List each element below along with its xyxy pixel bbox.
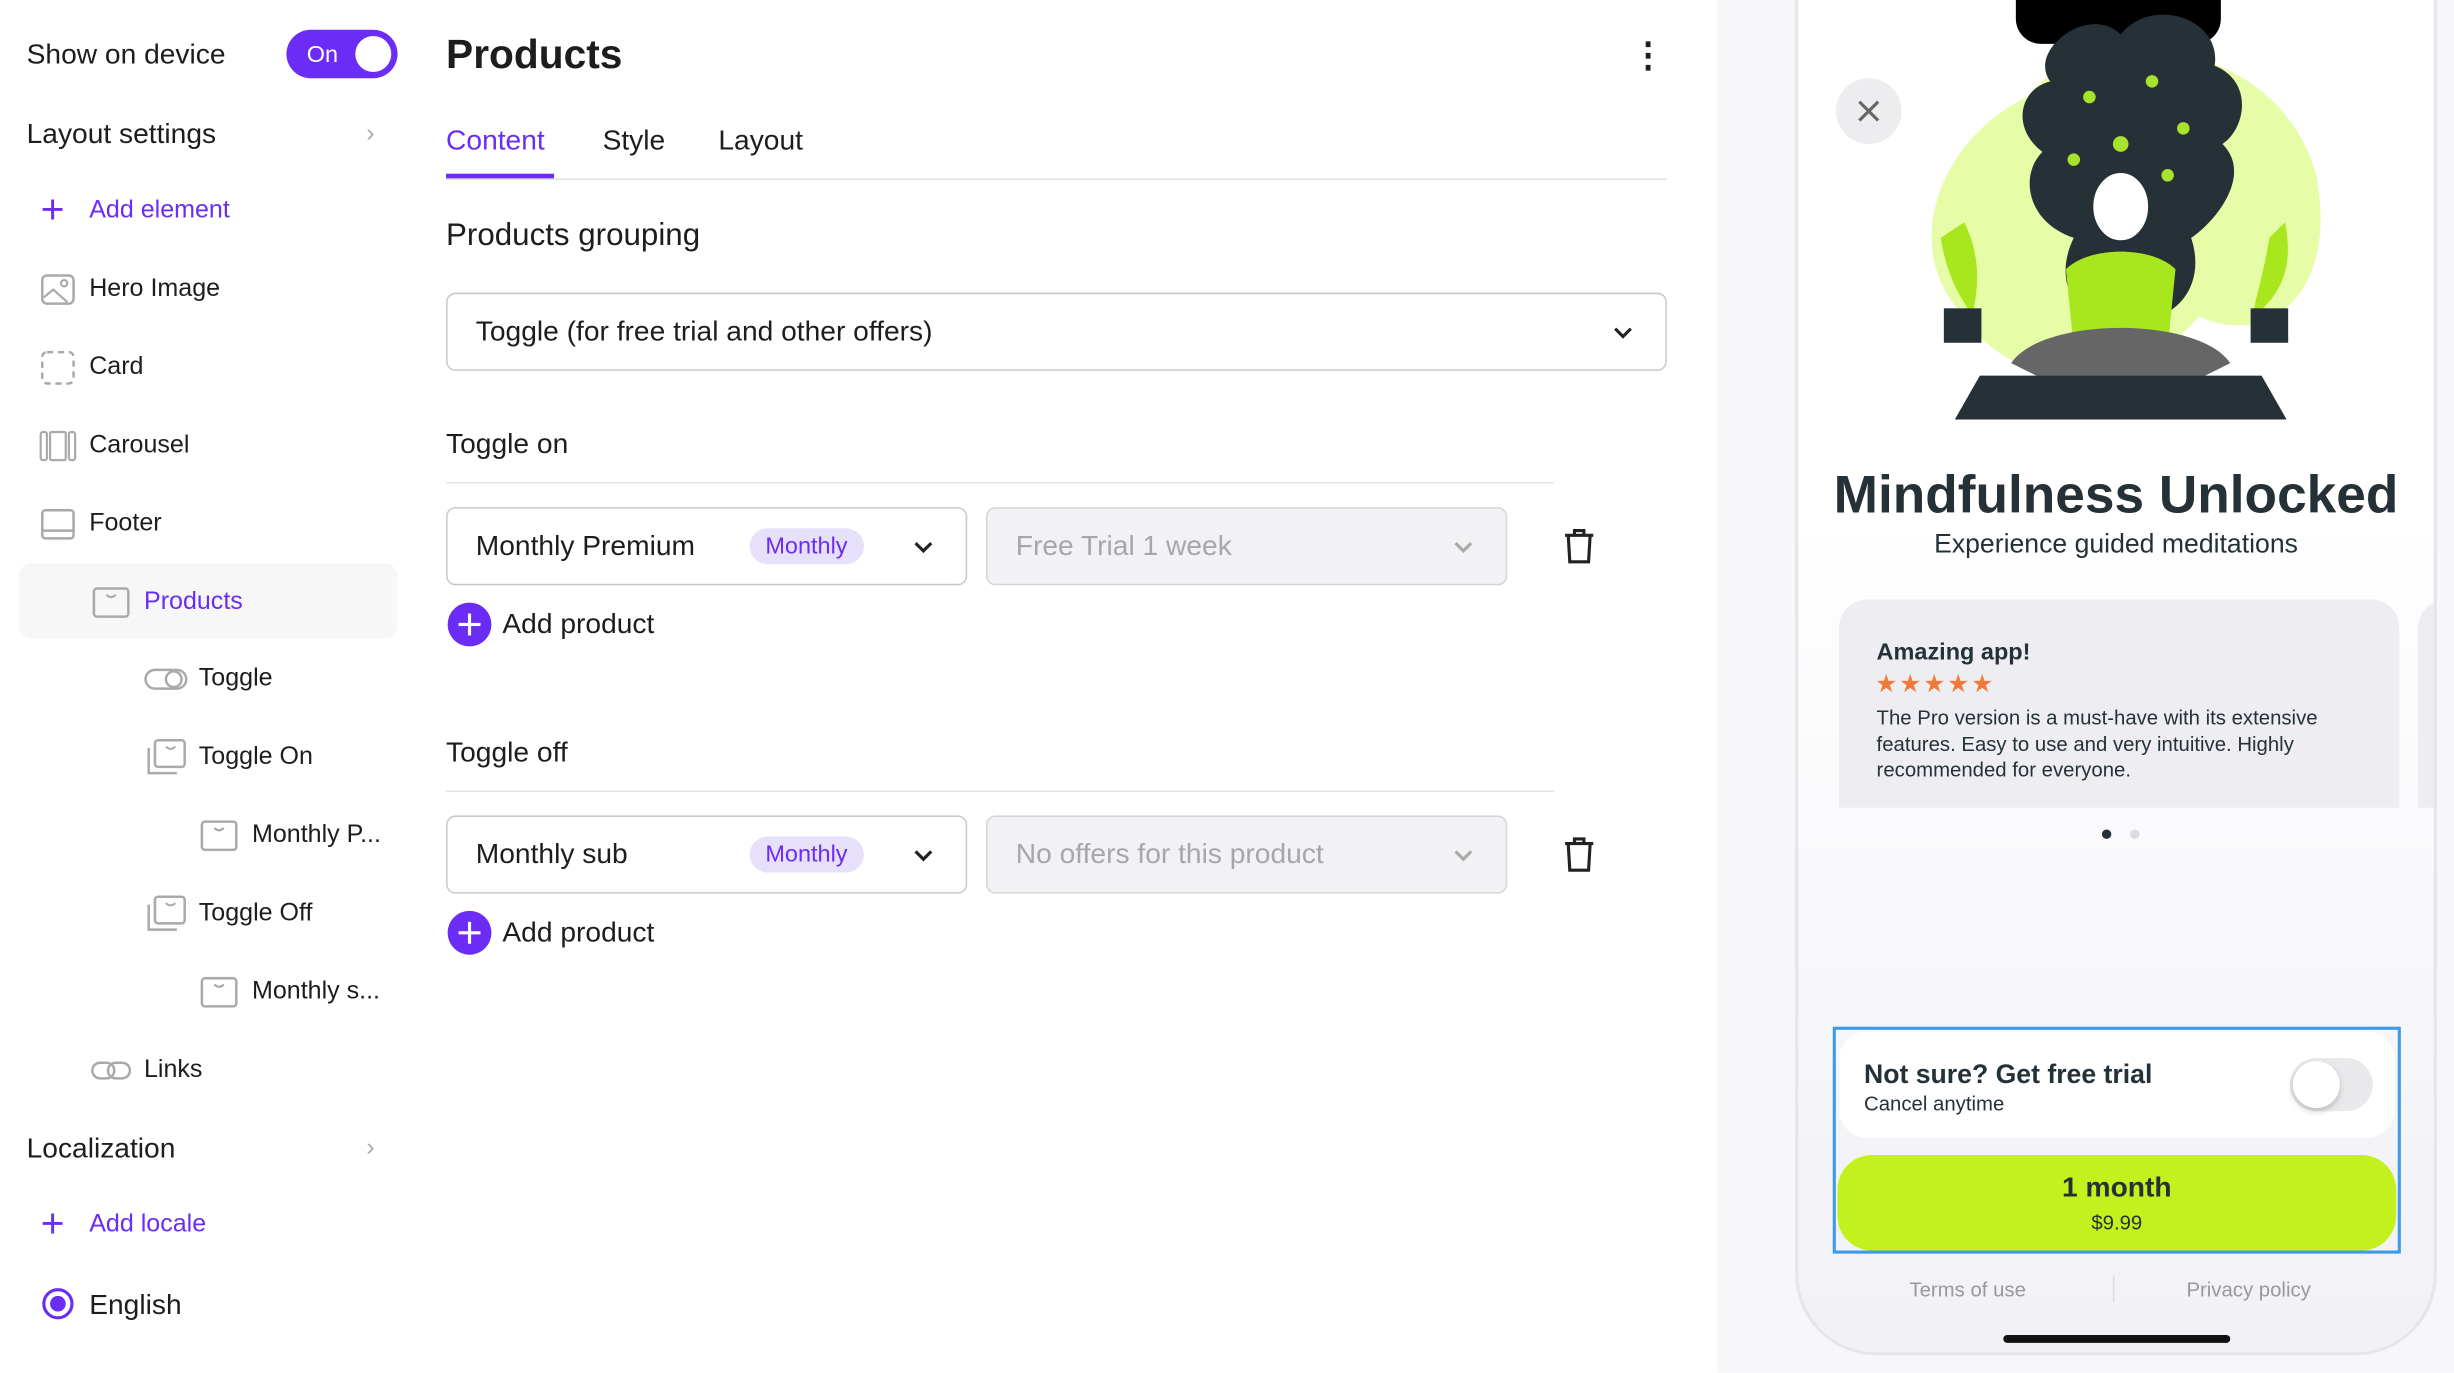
footer-divider xyxy=(2112,1275,2115,1303)
add-product-button-on[interactable]: Add product xyxy=(502,608,655,640)
review-text: The Pro version is a must-have with its … xyxy=(1876,705,2318,781)
free-trial-switch[interactable] xyxy=(2289,1058,2373,1112)
period-badge: Monthly xyxy=(749,836,864,873)
active-tab-indicator xyxy=(446,173,555,179)
sidebar-item-products[interactable] xyxy=(18,563,398,639)
paywall-title: Mindfulness Unlocked xyxy=(1833,465,2399,526)
add-locale-button[interactable]: Add locale xyxy=(89,1211,207,1238)
chevron-right-icon[interactable]: › xyxy=(366,1134,375,1162)
toggle-on-heading: Toggle on xyxy=(446,428,569,460)
chevron-down-icon xyxy=(914,541,933,554)
status-time: 2:29 xyxy=(1895,3,1949,33)
plus-icon: + xyxy=(40,185,65,233)
period-badge: Monthly xyxy=(749,528,864,565)
offer-value: Free Trial 1 week xyxy=(1015,529,1232,562)
chevron-right-icon[interactable]: › xyxy=(366,120,375,148)
plan-price: $9.99 xyxy=(2091,1210,2143,1235)
sidebar-item-carousel[interactable]: Carousel xyxy=(89,431,190,459)
phone-frame: 2:29 Mindfulness Unlocked Experience gui… xyxy=(1795,0,2437,1356)
trash-icon[interactable] xyxy=(1564,836,1595,874)
close-button[interactable] xyxy=(1835,78,1902,144)
toggle-off-heading: Toggle off xyxy=(446,736,568,768)
add-product-icon[interactable] xyxy=(447,602,492,647)
trial-title: Not sure? Get free trial xyxy=(1864,1059,2153,1090)
home-indicator xyxy=(2003,1335,2231,1343)
select-value: Toggle (for free trial and other offers) xyxy=(475,315,933,347)
divider xyxy=(446,790,1555,792)
preview-panel: 2:29 Mindfulness Unlocked Experience gui… xyxy=(1716,0,2454,1373)
next-review-card xyxy=(2418,599,2434,808)
sidebar-item-toggle[interactable]: Toggle xyxy=(198,665,273,692)
layout-settings[interactable]: Layout settings xyxy=(26,118,217,150)
product-name: Monthly Premium xyxy=(475,529,695,562)
more-options-icon[interactable]: ⋮ xyxy=(1630,35,1666,75)
tab-layout[interactable]: Layout xyxy=(718,124,803,156)
page-title: Products xyxy=(446,30,623,78)
paywall-subtitle: Experience guided meditations xyxy=(1934,529,2298,559)
privacy-link[interactable]: Privacy policy xyxy=(2186,1277,2311,1302)
trash-icon[interactable] xyxy=(1564,527,1595,565)
product-select-toggle-on[interactable]: Monthly Premium Monthly xyxy=(446,507,968,586)
chevron-down-icon xyxy=(1614,327,1632,339)
close-icon xyxy=(1858,100,1880,122)
stack-icon xyxy=(147,895,186,931)
tab-style[interactable]: Style xyxy=(602,124,666,156)
chevron-down-icon xyxy=(1454,850,1473,862)
products-icon xyxy=(200,820,238,852)
tabs-divider xyxy=(446,178,1667,180)
plus-icon: + xyxy=(40,1199,65,1247)
sidebar-item-monthly-premium[interactable]: Monthly P... xyxy=(251,821,381,849)
trial-subtitle: Cancel anytime xyxy=(1864,1091,2005,1116)
carousel-dot[interactable] xyxy=(2130,829,2140,839)
show-on-device-toggle[interactable]: On xyxy=(286,29,398,79)
terms-link[interactable]: Terms of use xyxy=(1909,1277,2026,1302)
free-trial-toggle-row[interactable]: Not sure? Get free trial Cancel anytime xyxy=(1838,1031,2395,1138)
add-product-button-off[interactable]: Add product xyxy=(502,916,655,948)
chevron-down-icon xyxy=(1454,541,1473,554)
meditation-illustration xyxy=(1931,14,2321,420)
image-icon xyxy=(41,274,75,305)
toggle-icon xyxy=(144,668,188,690)
offer-select-toggle-off[interactable]: No offers for this product xyxy=(986,815,1508,894)
plan-button[interactable]: 1 month $9.99 xyxy=(1837,1155,2397,1251)
carousel-dot-active[interactable] xyxy=(2101,829,2112,839)
locale-radio[interactable] xyxy=(42,1288,74,1320)
localization[interactable]: Localization xyxy=(26,1132,176,1164)
toggle-knob xyxy=(355,35,392,72)
footer-icon xyxy=(41,508,75,540)
carousel-icon xyxy=(39,430,77,462)
sidebar-item-toggle-on[interactable]: Toggle On xyxy=(198,743,313,771)
sidebar-item-monthly-sub[interactable]: Monthly s... xyxy=(251,978,381,1005)
plan-name: 1 month xyxy=(2062,1171,2172,1203)
product-name: Monthly sub xyxy=(475,838,628,870)
show-on-device-label: Show on device xyxy=(26,38,226,70)
divider xyxy=(446,482,1555,484)
offer-value: No offers for this product xyxy=(1015,838,1324,870)
stack-icon xyxy=(147,739,186,775)
offer-select-toggle-on[interactable]: Free Trial 1 week xyxy=(986,507,1508,586)
tab-content[interactable]: Content xyxy=(446,124,545,156)
sidebar-item-footer[interactable]: Footer xyxy=(89,510,162,537)
products-icon xyxy=(200,976,238,1008)
products-icon xyxy=(92,587,130,618)
sidebar-item-products-label: Products xyxy=(143,588,243,616)
product-select-toggle-off[interactable]: Monthly sub Monthly xyxy=(446,815,968,894)
toggle-state-label: On xyxy=(306,40,339,68)
sidebar-item-hero-image[interactable]: Hero Image xyxy=(89,275,221,303)
add-element-button[interactable]: Add element xyxy=(89,197,230,224)
sidebar-item-card[interactable]: Card xyxy=(89,353,144,381)
products-grouping-label: Products grouping xyxy=(446,218,701,253)
chevron-down-icon xyxy=(914,850,933,862)
products-grouping-select[interactable]: Toggle (for free trial and other offers) xyxy=(446,292,1667,371)
selected-products-block[interactable]: Not sure? Get free trial Cancel anytime … xyxy=(1832,1026,2401,1254)
locale-english[interactable]: English xyxy=(89,1288,182,1321)
review-title: Amazing app! xyxy=(1876,639,2031,666)
review-card: Amazing app! ★★★★★ The Pro version is a … xyxy=(1838,599,2400,808)
dashed-square-icon xyxy=(41,350,75,385)
add-product-icon[interactable] xyxy=(447,910,492,955)
sidebar-item-toggle-off[interactable]: Toggle Off xyxy=(198,899,313,927)
link-icon xyxy=(91,1061,132,1080)
star-rating: ★★★★★ xyxy=(1874,671,1996,699)
sidebar-item-links[interactable]: Links xyxy=(143,1056,203,1084)
